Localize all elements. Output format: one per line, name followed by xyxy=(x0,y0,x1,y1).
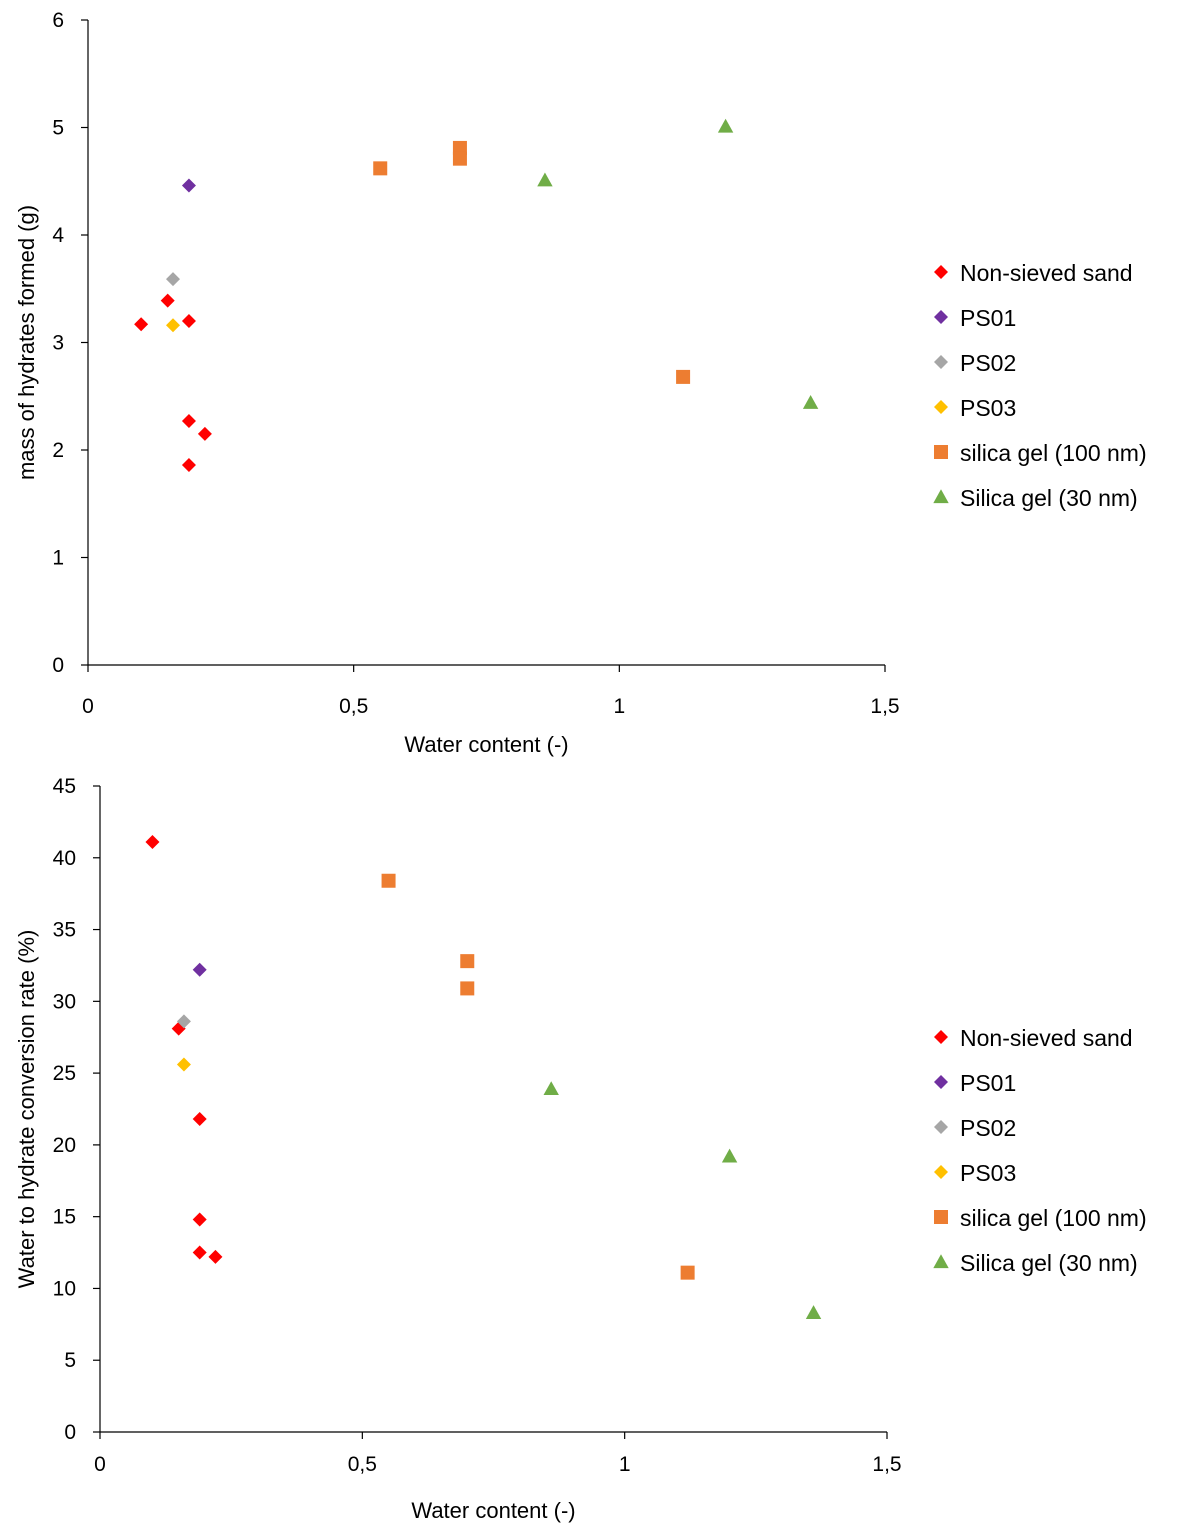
y-axis-label: Water to hydrate conversion rate (%) xyxy=(14,930,39,1289)
data-point xyxy=(192,1112,207,1127)
chart-1: 0 1 2 3 4 5 6 0 0,5 1 1,5 Water content (-) mass of … xyxy=(14,9,1147,757)
data-point xyxy=(134,317,149,332)
data-point xyxy=(802,395,819,409)
data-point xyxy=(460,981,475,996)
legend: Non-sieved sand PS01 PS02 PS03 silica gel (1… xyxy=(933,1025,1147,1276)
y-tick-label: 1 xyxy=(52,547,64,570)
legend-label: PS01 xyxy=(960,1070,1016,1096)
data-point xyxy=(166,318,181,333)
data-point xyxy=(452,151,467,166)
legend-label: PS03 xyxy=(960,1160,1016,1186)
legend-label: Non-sieved sand xyxy=(960,260,1133,286)
legend-marker xyxy=(934,445,948,459)
y-tick-label: 6 xyxy=(52,9,64,32)
y-tick-label: 30 xyxy=(53,990,76,1013)
x-axis-label: Water content (-) xyxy=(404,732,568,757)
x-tick-label: 1 xyxy=(613,695,625,718)
data-point xyxy=(676,369,691,384)
data-point xyxy=(381,873,396,888)
legend-label: PS02 xyxy=(960,1115,1016,1141)
legend-marker xyxy=(934,1075,948,1089)
data-point xyxy=(721,1148,738,1163)
data-point xyxy=(181,178,196,193)
y-tick-label: 15 xyxy=(53,1206,76,1229)
legend-marker xyxy=(934,1030,948,1044)
data-point xyxy=(181,314,196,328)
y-tick-label: 3 xyxy=(52,332,64,355)
y-tick-label: 0 xyxy=(64,1421,76,1444)
y-tick-label: 0 xyxy=(52,654,64,677)
legend-label: PS01 xyxy=(960,305,1016,331)
data-point xyxy=(197,426,212,441)
legend: Non-sieved sand PS01 PS02 PS03 silica gel (1… xyxy=(933,260,1147,511)
data-point xyxy=(181,458,196,473)
legend-label: PS03 xyxy=(960,395,1016,421)
legend-marker xyxy=(934,265,948,279)
data-point xyxy=(176,1057,191,1072)
x-tick-label: 0,5 xyxy=(339,695,368,718)
data-point xyxy=(452,140,467,155)
y-tick-label: 4 xyxy=(52,224,64,247)
x-tick-label: 0,5 xyxy=(348,1453,377,1476)
legend-label: silica gel (100 nm) xyxy=(960,1205,1147,1231)
data-point xyxy=(192,962,207,977)
y-tick-label: 20 xyxy=(53,1134,76,1157)
data-point xyxy=(680,1265,695,1280)
y-axis-label: mass of hydrates formed (g) xyxy=(14,205,39,480)
data-point xyxy=(166,272,181,287)
y-tick-label: 5 xyxy=(52,117,64,140)
data-point xyxy=(543,1081,559,1096)
x-axis-label: Water content (-) xyxy=(411,1498,575,1523)
x-tick-label: 1,5 xyxy=(872,1453,901,1476)
x-tick-label: 1,5 xyxy=(870,695,899,718)
x-tick-label: 0 xyxy=(94,1453,106,1476)
legend-marker xyxy=(934,1165,948,1179)
x-tick-label: 0 xyxy=(82,695,94,718)
legend-marker xyxy=(934,400,948,414)
data-point xyxy=(805,1305,822,1320)
data-point xyxy=(717,118,734,133)
y-tick-label: 10 xyxy=(53,1277,76,1300)
data-point xyxy=(192,1212,207,1227)
legend-marker xyxy=(934,310,948,324)
legend-label: PS02 xyxy=(960,350,1016,376)
y-tick-label: 5 xyxy=(64,1349,76,1372)
y-tick-label: 2 xyxy=(52,439,64,462)
data-point xyxy=(192,1245,207,1260)
data-point xyxy=(181,413,196,428)
legend-label: silica gel (100 nm) xyxy=(960,440,1147,466)
x-tick-label: 1 xyxy=(619,1453,631,1476)
y-tick-label: 25 xyxy=(53,1062,76,1085)
data-point xyxy=(145,834,160,849)
legend-marker xyxy=(934,1120,948,1134)
data-point xyxy=(176,1014,191,1029)
data-point xyxy=(460,954,475,969)
legend-label: Silica gel (30 nm) xyxy=(960,1250,1138,1276)
data-point xyxy=(373,161,388,176)
data-point xyxy=(537,172,553,187)
chart-2: 0 5 10 15 20 25 30 35 40 45 0 0,5 1 1,5 Water content … xyxy=(14,775,1147,1523)
y-tick-label: 40 xyxy=(53,847,76,870)
legend-marker xyxy=(933,1254,949,1269)
legend-label: Non-sieved sand xyxy=(960,1025,1133,1051)
data-point xyxy=(208,1249,223,1264)
legend-marker xyxy=(934,1210,948,1224)
legend-marker xyxy=(934,355,948,369)
y-tick-label: 45 xyxy=(53,775,76,798)
legend-label: Silica gel (30 nm) xyxy=(960,485,1138,511)
legend-marker xyxy=(933,489,949,504)
y-tick-label: 35 xyxy=(53,919,76,942)
data-point xyxy=(160,293,175,308)
